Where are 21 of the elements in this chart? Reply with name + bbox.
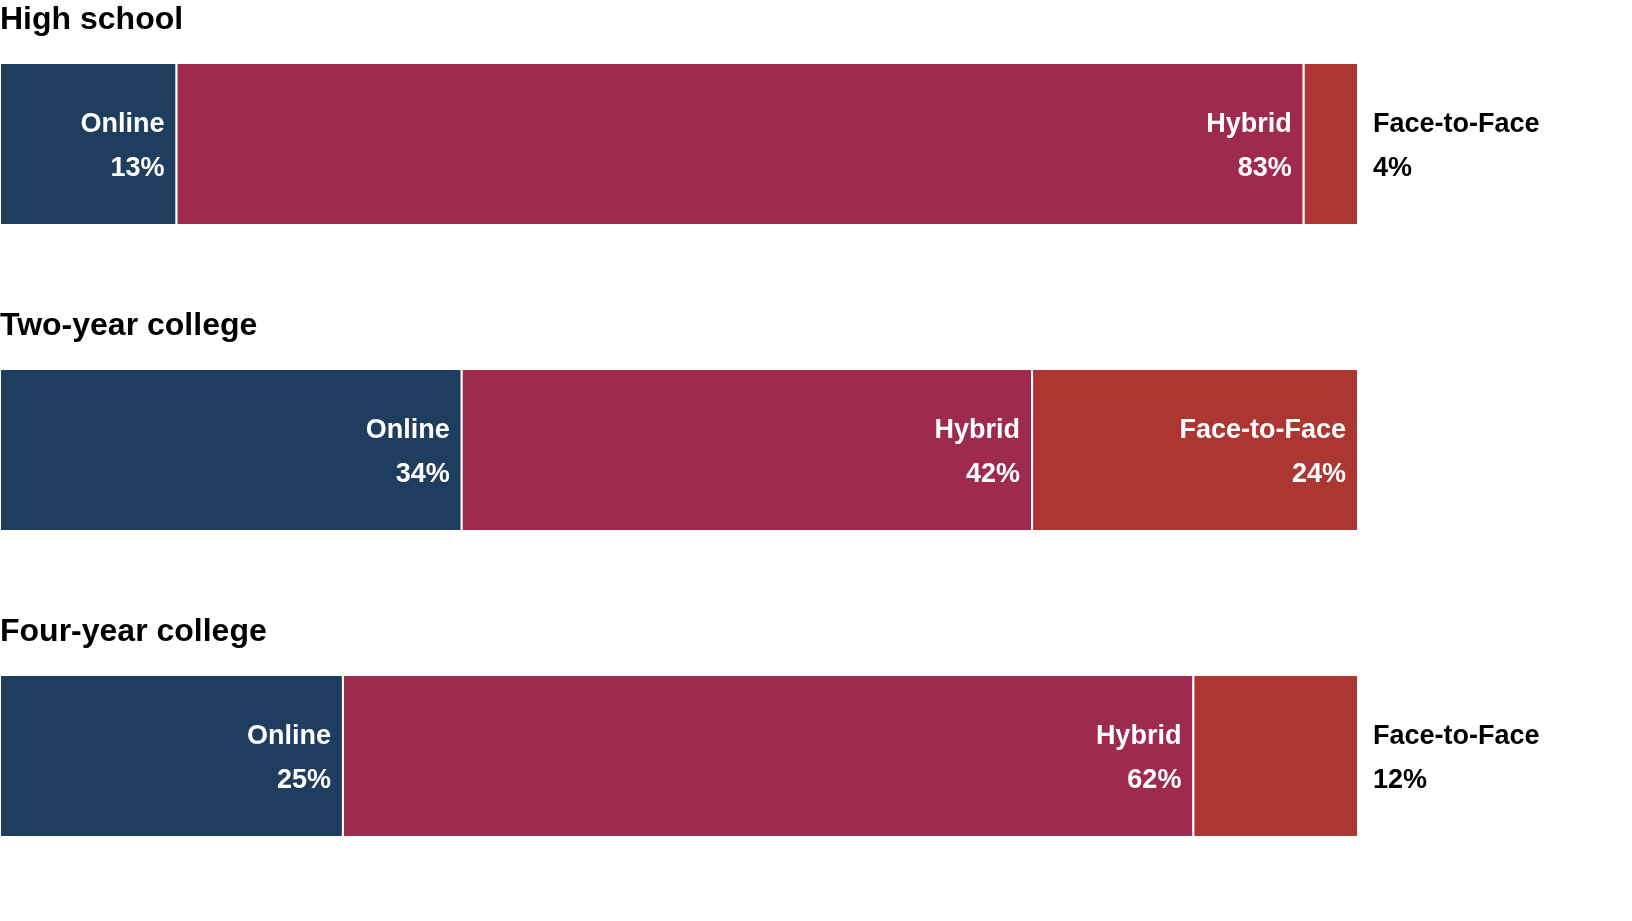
chart-title: High school [0,0,185,38]
data-label: 13% [110,152,165,182]
series-label: Hybrid [1206,108,1292,138]
series-label: Face-to-Face [1373,720,1540,750]
data-label: 24% [1291,458,1346,488]
data-label: 25% [276,764,331,794]
series-label: Hybrid [934,414,1021,444]
chart-title: Four-year college [0,612,268,650]
series-label: Face-to-Face [1373,108,1540,138]
data-label: 4% [1373,152,1413,182]
data-label: 34% [395,458,450,488]
series-label: Online [246,720,331,750]
series-label: Online [365,414,450,444]
data-label: 42% [966,458,1021,488]
series-label: Online [80,108,165,138]
series-label: Hybrid [1095,720,1182,750]
data-label: 83% [1237,152,1292,182]
data-label: 12% [1373,764,1428,794]
series-label: Face-to-Face [1179,414,1346,444]
data-label: 62% [1127,764,1182,794]
chart-title: Two-year college [0,306,259,344]
